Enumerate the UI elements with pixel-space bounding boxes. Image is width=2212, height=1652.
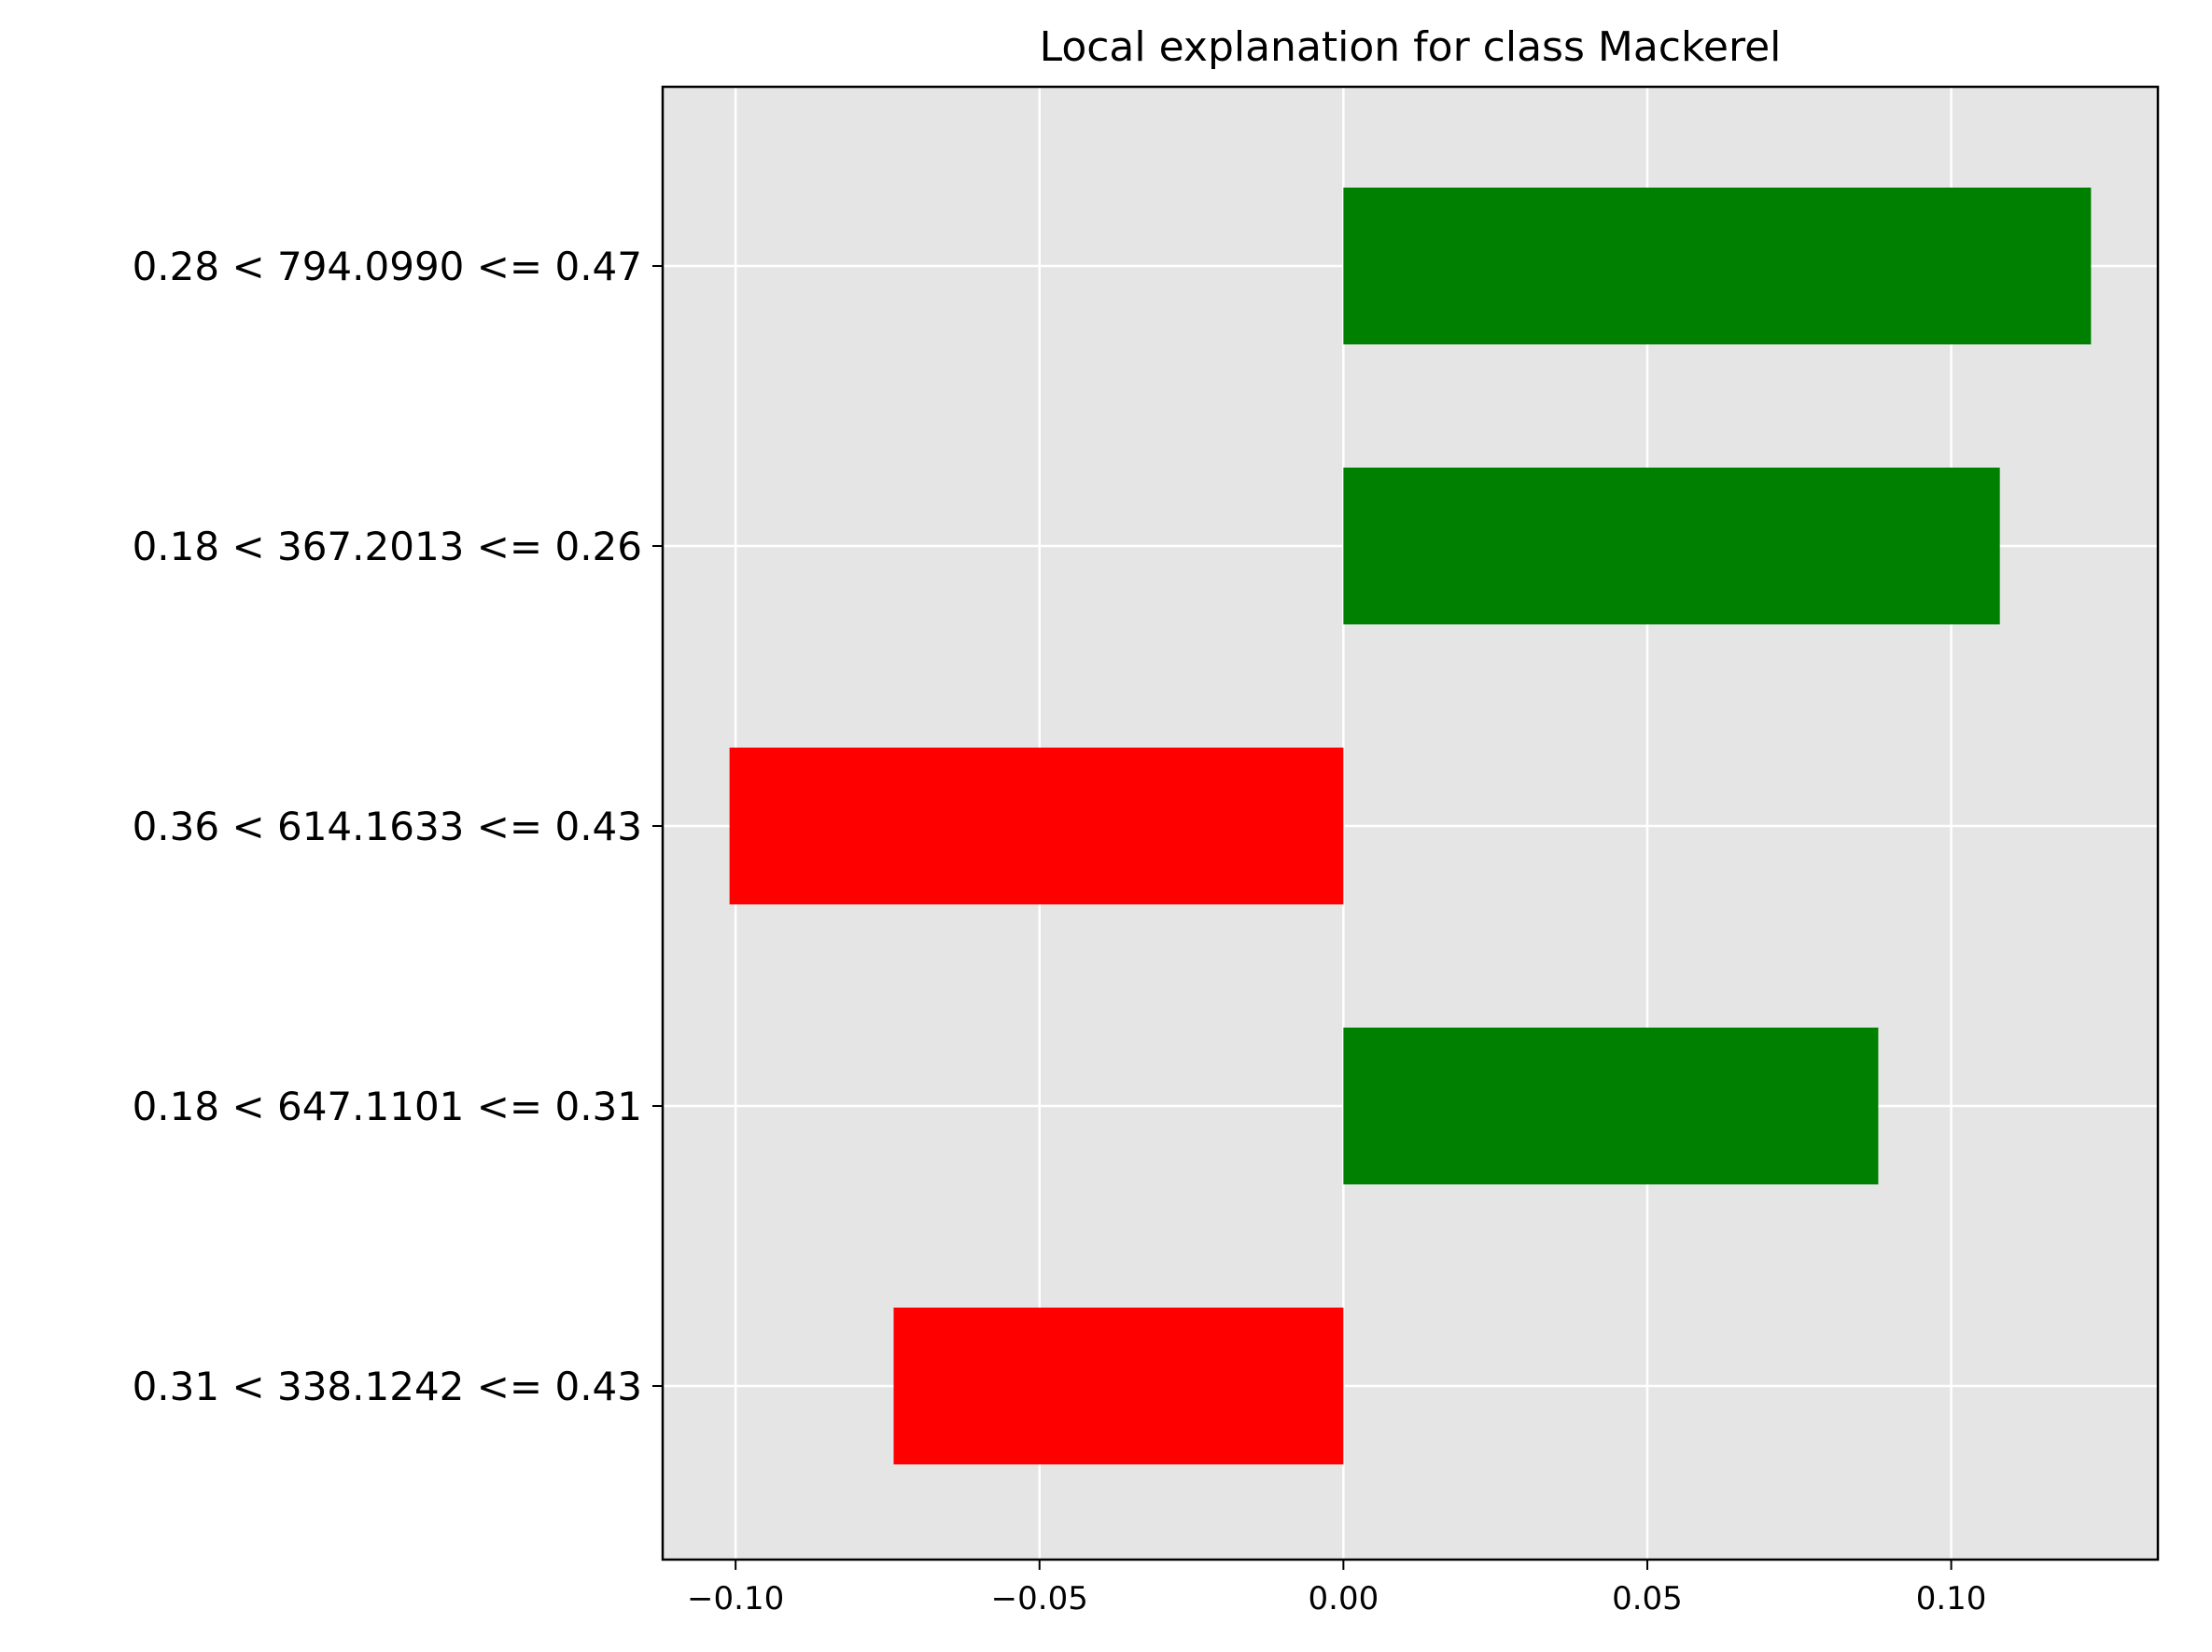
y-tick-label: 0.28 < 794.0990 <= 0.47 bbox=[133, 244, 642, 289]
bar bbox=[1343, 1028, 1879, 1184]
y-tick-label: 0.31 < 338.1242 <= 0.43 bbox=[133, 1364, 642, 1409]
y-tick-label: 0.36 < 614.1633 <= 0.43 bbox=[133, 804, 642, 849]
bar bbox=[729, 748, 1344, 904]
y-tick-label: 0.18 < 647.1101 <= 0.31 bbox=[133, 1084, 642, 1129]
x-tick-label: −0.05 bbox=[991, 1580, 1088, 1617]
bar bbox=[1343, 188, 2092, 344]
x-tick-label: 0.05 bbox=[1612, 1580, 1683, 1617]
plot-frame bbox=[661, 85, 2160, 1561]
x-tick-label: 0.00 bbox=[1309, 1580, 1379, 1617]
y-tick-label: 0.18 < 367.2013 <= 0.26 bbox=[133, 524, 642, 569]
bar bbox=[893, 1308, 1344, 1464]
x-tick-label: 0.10 bbox=[1916, 1580, 1987, 1617]
chart-title: Local explanation for class Mackerel bbox=[1040, 23, 1782, 71]
bars bbox=[729, 188, 2092, 1464]
bar bbox=[1343, 468, 2000, 624]
ticks: −0.10 −0.05 0.00 0.05 0.10 0.28 < 794.0990 <=… bbox=[133, 244, 1987, 1617]
x-tick-label: −0.10 bbox=[687, 1580, 784, 1617]
